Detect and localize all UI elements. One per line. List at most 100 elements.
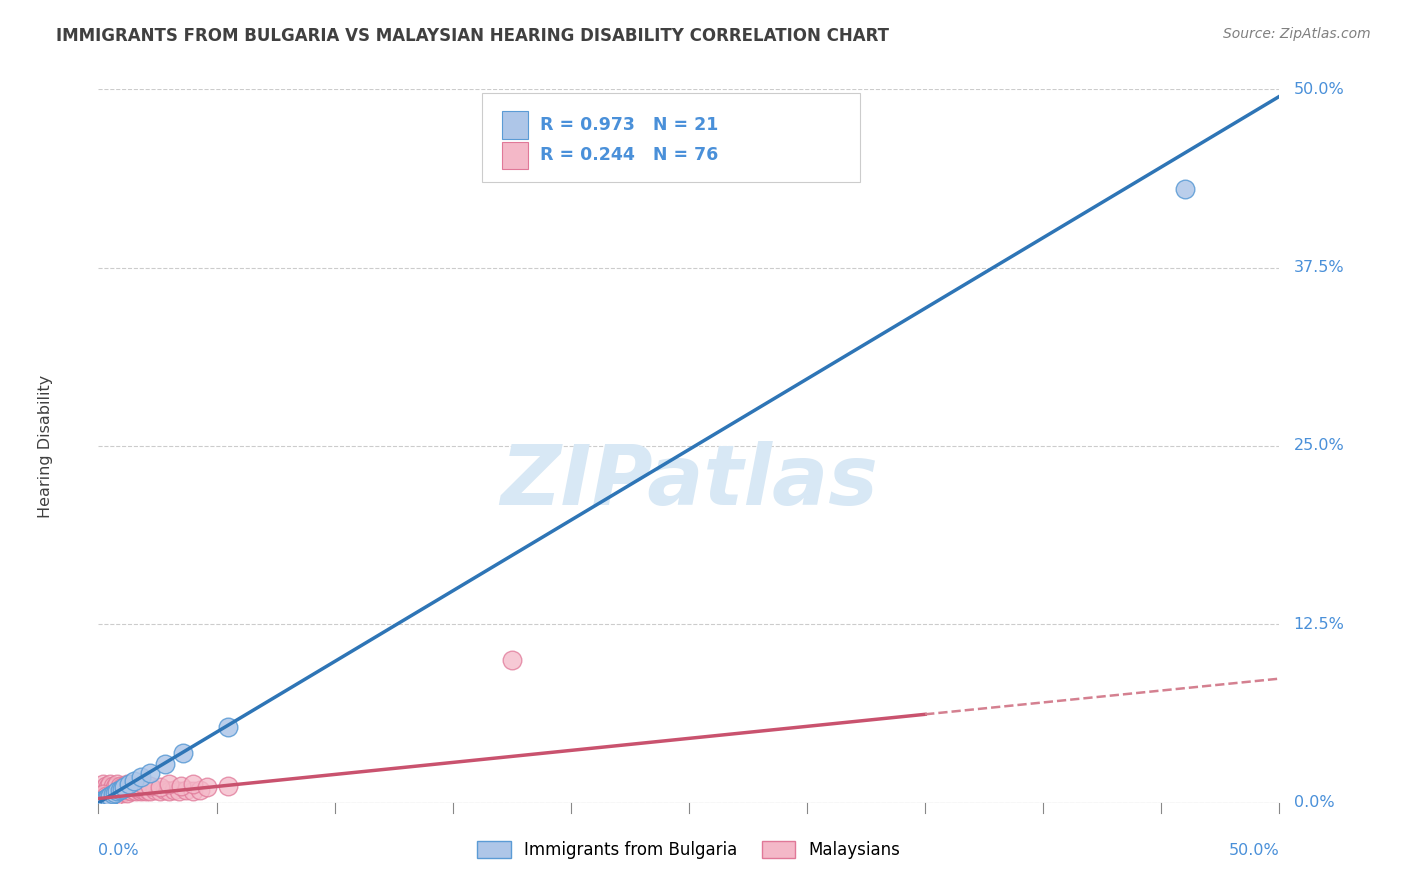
Point xyxy=(217,779,239,793)
Point xyxy=(163,783,186,797)
Point xyxy=(181,784,204,798)
Bar xyxy=(502,142,529,169)
Text: ZIPatlas: ZIPatlas xyxy=(501,442,877,522)
Point xyxy=(136,783,159,797)
Text: Hearing Disability: Hearing Disability xyxy=(38,375,53,517)
Point xyxy=(108,784,131,798)
Point xyxy=(97,790,120,805)
Text: R = 0.244   N = 76: R = 0.244 N = 76 xyxy=(540,146,718,164)
Point xyxy=(98,783,121,797)
Point xyxy=(128,783,150,797)
Point xyxy=(149,780,172,794)
Point xyxy=(149,784,172,798)
Point xyxy=(143,783,166,797)
Text: 50.0%: 50.0% xyxy=(1294,82,1344,96)
Point xyxy=(90,789,112,803)
Text: IMMIGRANTS FROM BULGARIA VS MALAYSIAN HEARING DISABILITY CORRELATION CHART: IMMIGRANTS FROM BULGARIA VS MALAYSIAN HE… xyxy=(56,27,889,45)
Point xyxy=(91,793,114,807)
Point xyxy=(111,781,134,796)
Point xyxy=(101,787,124,801)
Point xyxy=(188,783,211,797)
Point xyxy=(172,746,194,760)
Point xyxy=(94,789,117,803)
Point xyxy=(98,781,121,796)
Point xyxy=(90,794,112,808)
Point xyxy=(90,783,112,797)
Point xyxy=(91,784,114,798)
Point xyxy=(104,783,127,797)
Point xyxy=(170,779,193,793)
Point xyxy=(97,787,120,801)
Point xyxy=(112,781,135,796)
Point xyxy=(115,783,138,797)
Point xyxy=(195,780,218,794)
Point xyxy=(139,784,162,798)
Point xyxy=(91,787,114,801)
Point xyxy=(101,779,124,793)
Point xyxy=(108,781,131,796)
Point xyxy=(122,774,145,789)
Point xyxy=(98,789,121,803)
Point xyxy=(108,783,131,797)
Point xyxy=(125,780,148,794)
Point xyxy=(94,791,117,805)
Point xyxy=(125,784,148,798)
Point xyxy=(105,780,128,794)
Text: 0.0%: 0.0% xyxy=(98,843,139,858)
Point xyxy=(94,779,117,793)
Point xyxy=(174,783,197,797)
Point xyxy=(91,781,114,796)
Point xyxy=(121,784,143,798)
Point xyxy=(105,783,128,797)
Point xyxy=(157,777,180,791)
Point xyxy=(97,790,120,805)
Point xyxy=(132,783,155,797)
Point xyxy=(112,780,135,794)
Point xyxy=(104,786,127,800)
Point xyxy=(129,784,152,798)
Point xyxy=(101,787,124,801)
Point xyxy=(94,779,117,793)
Point xyxy=(139,765,162,780)
Text: 25.0%: 25.0% xyxy=(1294,439,1344,453)
Bar xyxy=(502,112,529,138)
Point xyxy=(118,783,141,797)
Point xyxy=(104,780,127,794)
Point xyxy=(105,784,128,798)
Point xyxy=(115,777,138,791)
Text: 12.5%: 12.5% xyxy=(1294,617,1344,632)
Point xyxy=(112,784,135,798)
Point xyxy=(90,787,112,801)
Point xyxy=(94,791,117,805)
Point xyxy=(98,777,121,791)
Point xyxy=(118,777,141,791)
Point xyxy=(153,783,176,797)
Point xyxy=(97,780,120,794)
Point xyxy=(139,779,162,793)
Point xyxy=(501,653,523,667)
Point xyxy=(94,783,117,797)
FancyBboxPatch shape xyxy=(482,93,860,182)
Point xyxy=(91,777,114,791)
Point xyxy=(105,786,128,800)
Text: 37.5%: 37.5% xyxy=(1294,260,1344,275)
Point xyxy=(98,786,121,800)
Point xyxy=(97,784,120,798)
Point xyxy=(153,757,176,772)
Point xyxy=(111,786,134,800)
Point xyxy=(101,784,124,798)
Point xyxy=(101,791,124,805)
Point xyxy=(121,779,143,793)
Point xyxy=(129,770,152,784)
Point xyxy=(157,784,180,798)
Point xyxy=(104,784,127,798)
Point xyxy=(104,781,127,796)
Point xyxy=(132,777,155,791)
Text: Source: ZipAtlas.com: Source: ZipAtlas.com xyxy=(1223,27,1371,41)
Point xyxy=(108,779,131,793)
Point xyxy=(1174,182,1197,196)
Text: 0.0%: 0.0% xyxy=(1294,796,1334,810)
Point xyxy=(181,777,204,791)
Point xyxy=(167,784,190,798)
Point xyxy=(115,786,138,800)
